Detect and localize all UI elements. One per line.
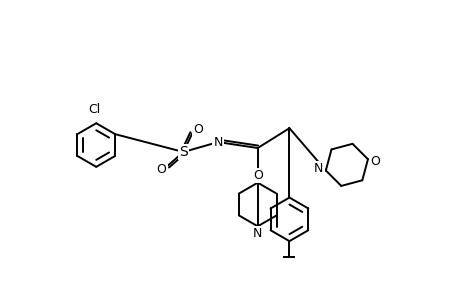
Text: S: S — [179, 145, 187, 159]
Text: O: O — [252, 169, 262, 182]
Text: O: O — [157, 163, 166, 176]
Text: O: O — [193, 123, 203, 136]
Text: N: N — [313, 162, 323, 175]
Text: N: N — [213, 136, 222, 148]
Text: N: N — [252, 227, 262, 240]
Text: Cl: Cl — [88, 103, 100, 116]
Text: O: O — [369, 155, 379, 168]
